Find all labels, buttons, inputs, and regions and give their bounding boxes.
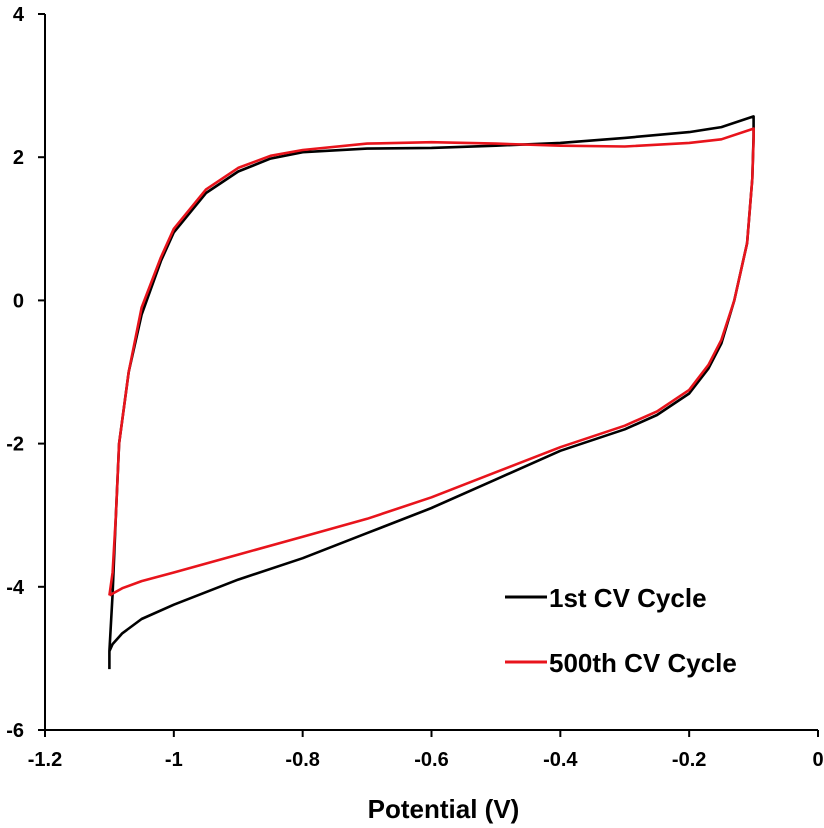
legend-label-1: 1st CV Cycle (549, 583, 707, 613)
x-tick-label: -0.6 (414, 749, 448, 771)
series-line-2 (108, 127, 755, 597)
x-tick-label: -1.2 (28, 749, 62, 771)
x-axis-title: Potential (V) (368, 794, 520, 824)
x-tick-label: 0 (812, 749, 823, 771)
x-tick-label: -0.8 (285, 749, 319, 771)
y-tick-label: 4 (13, 4, 25, 26)
x-tick-label: -1 (165, 749, 183, 771)
legend-label-2: 500th CV Cycle (549, 648, 737, 678)
series-line-1 (108, 115, 755, 670)
x-tick-label: -0.4 (543, 749, 578, 771)
ticks-layer: -1.2 -1 -0.8 -0.6 -0.4 -0.2 0 4 2 0 -2 -4 -6 (6, 4, 823, 771)
y-tick-label: -4 (6, 577, 25, 599)
y-tick-label: -2 (6, 434, 24, 456)
legend: 1st CV Cycle 500th CV Cycle (505, 583, 737, 678)
y-tick-label: -6 (6, 720, 24, 742)
series-layer (108, 115, 755, 670)
y-tick-label: 2 (13, 147, 24, 169)
y-tick-label: 0 (13, 290, 24, 312)
x-tick-label: -0.2 (672, 749, 706, 771)
